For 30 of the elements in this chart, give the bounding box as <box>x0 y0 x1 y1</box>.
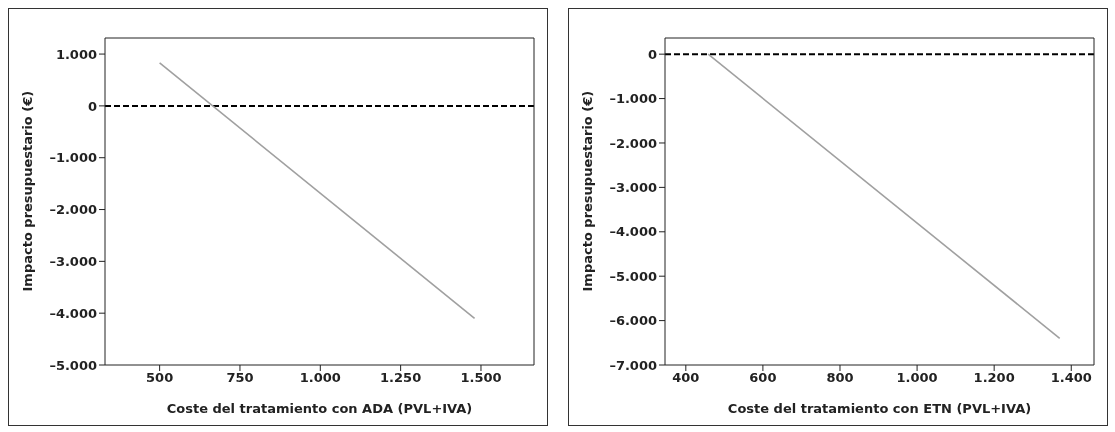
y-tick-label: –5.000 <box>49 357 97 373</box>
x-tick-label: 1.500 <box>460 370 502 386</box>
x-tick-label: 400 <box>672 370 700 386</box>
x-tick-label: 1.200 <box>973 370 1015 386</box>
x-tick-label: 750 <box>226 370 254 386</box>
y-tick-label: –1.000 <box>609 91 657 107</box>
x-tick-label: 800 <box>826 370 854 386</box>
y-tick-label: –4.000 <box>49 305 97 321</box>
y-tick-label: 1.000 <box>55 46 97 62</box>
x-tick-label: 600 <box>749 370 777 386</box>
y-axis-title: Impacto presupuestario (€) <box>579 90 595 292</box>
x-tick-label: 1.400 <box>1050 370 1092 386</box>
y-tick-label: 0 <box>87 98 97 114</box>
y-tick-label: –2.000 <box>609 135 657 151</box>
y-axis-title: Impacto presupuestario (€) <box>19 90 35 292</box>
x-axis-title: Coste del tratamiento con ADA (PVL+IVA) <box>166 401 473 416</box>
x-tick-label: 1.000 <box>896 370 938 386</box>
x-axis-title: Coste del tratamiento con ETN (PVL+IVA) <box>727 401 1032 416</box>
y-tick-label: –2.000 <box>49 202 97 218</box>
x-tick-label: 500 <box>146 370 174 386</box>
y-tick-label: –3.000 <box>49 253 97 269</box>
x-tick-label: 1.250 <box>380 370 422 386</box>
y-tick-label: 0 <box>647 46 657 62</box>
y-tick-label: –1.000 <box>49 150 97 166</box>
y-tick-label: –4.000 <box>609 224 657 240</box>
y-tick-label: –5.000 <box>609 268 657 284</box>
y-tick-label: –6.000 <box>609 313 657 329</box>
y-tick-label: –7.000 <box>609 357 657 373</box>
x-tick-label: 1.000 <box>299 370 341 386</box>
y-tick-label: –3.000 <box>609 179 657 195</box>
